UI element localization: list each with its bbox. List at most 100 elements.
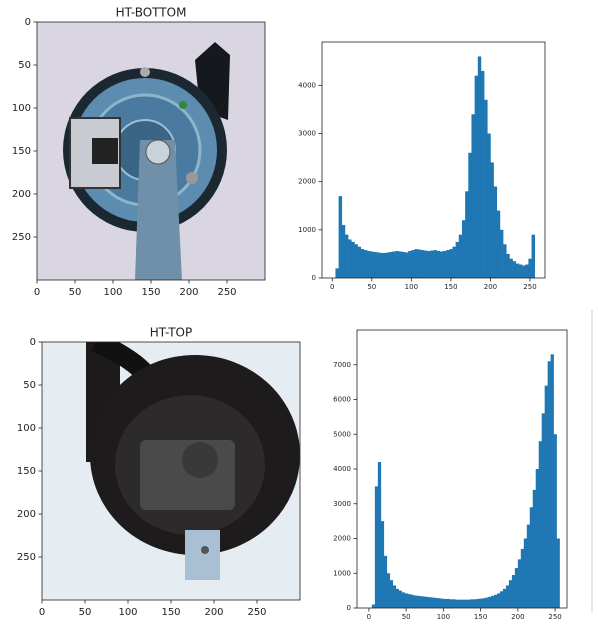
histogram-bar: [414, 249, 418, 278]
histogram-bar: [526, 524, 531, 608]
histogram-bar: [535, 469, 540, 608]
histogram-bar: [455, 599, 459, 608]
histogram-bar: [431, 597, 435, 608]
histogram-bar: [461, 220, 466, 278]
histogram-bar: [553, 434, 557, 608]
histogram-bar: [395, 588, 400, 608]
y-tick-label: 150: [12, 146, 31, 157]
histogram-bar: [547, 361, 551, 608]
histogram-bar: [425, 596, 429, 608]
histogram-bar: [428, 597, 432, 608]
histogram-bar: [420, 250, 425, 278]
histogram-bar: [522, 265, 526, 278]
y-tick-label: 2000: [298, 178, 316, 186]
histogram-bar: [477, 56, 482, 279]
x-tick-label: 50: [69, 287, 82, 298]
histogram-bar: [443, 598, 447, 608]
histogram-bar: [430, 250, 434, 278]
y-tick-label: 150: [17, 466, 36, 477]
histogram-bar: [370, 251, 374, 278]
histogram-bar: [348, 239, 352, 278]
histogram-bar: [436, 251, 441, 278]
x-tick-label: 0: [330, 283, 334, 291]
y-tick-label: 3000: [333, 500, 351, 508]
histogram-bar: [518, 264, 523, 278]
x-tick-label: 100: [103, 287, 122, 298]
x-tick-label: 50: [402, 613, 411, 621]
histogram-bar: [419, 596, 423, 608]
histogram-bar: [499, 229, 504, 278]
histogram-bar: [427, 251, 431, 278]
x-tick-label: 100: [118, 607, 137, 618]
histogram-bar: [529, 507, 534, 608]
y-tick-label: 0: [347, 604, 351, 612]
histogram-bar: [446, 250, 450, 278]
y-tick-label: 1000: [333, 569, 351, 577]
y-tick-label: 5000: [333, 430, 351, 438]
x-tick-label: 150: [474, 613, 487, 621]
histogram-bar: [479, 598, 483, 608]
x-tick-label: 0: [34, 287, 40, 298]
histogram-bar: [401, 592, 405, 608]
histogram-bar: [379, 252, 384, 278]
histogram-bar: [434, 597, 438, 608]
histogram-bar: [360, 249, 365, 278]
histogram-bar: [461, 599, 465, 608]
histogram-bar: [446, 598, 450, 608]
y-tick-label: 0: [30, 337, 36, 348]
histogram-bar: [408, 251, 412, 278]
x-tick-label: 0: [39, 607, 45, 618]
histogram-bar: [410, 594, 414, 608]
histogram-bar: [538, 441, 542, 608]
x-tick-label: 250: [523, 283, 536, 291]
histogram-bar: [363, 250, 368, 278]
x-tick-label: 150: [161, 607, 180, 618]
x-tick-label: 0: [367, 613, 371, 621]
x-tick-label: 150: [444, 283, 457, 291]
histogram-bar: [508, 580, 513, 608]
histogram-bar: [520, 548, 525, 608]
histogram-bar: [416, 595, 420, 608]
x-tick-label: 50: [367, 283, 376, 291]
histogram-bar: [389, 251, 393, 278]
histogram-bar: [455, 241, 460, 278]
histogram-bar: [417, 249, 422, 278]
histogram-bar: [476, 598, 480, 608]
y-tick-label: 6000: [333, 396, 351, 404]
histogram-bar: [544, 385, 548, 608]
x-tick-label: 50: [79, 607, 92, 618]
y-tick-label: 0: [312, 274, 316, 282]
x-tick-label: 200: [179, 287, 198, 298]
y-tick-label: 1000: [298, 226, 316, 234]
histogram-bar: [351, 241, 355, 278]
y-tick-label: 2000: [333, 535, 351, 543]
histogram-bar: [452, 599, 456, 608]
histogram-bar: [449, 249, 453, 278]
histogram-bar: [550, 354, 554, 608]
y-tick-label: 250: [12, 232, 31, 243]
histogram-bar: [514, 568, 519, 608]
histogram-bar: [496, 210, 501, 278]
histogram-bar: [383, 555, 388, 608]
x-tick-label: 200: [484, 283, 497, 291]
histogram-bar: [386, 252, 390, 278]
x-tick-label: 250: [247, 607, 266, 618]
histogram-bar: [525, 264, 529, 278]
histogram-bar: [509, 258, 513, 278]
histogram-bar: [532, 489, 537, 608]
panel-title: HT-TOP: [150, 326, 193, 340]
histogram-bar: [433, 250, 437, 278]
histogram-bar: [541, 413, 545, 608]
histogram-bar: [470, 599, 474, 608]
x-tick-label: 200: [204, 607, 223, 618]
histogram-bar: [471, 114, 475, 278]
histogram-bar: [499, 591, 504, 608]
histogram-bar: [422, 596, 426, 608]
panel-title: HT-BOTTOM: [116, 6, 187, 20]
x-tick-label: 250: [217, 287, 236, 298]
histogram-bar: [407, 594, 411, 608]
histogram-bar: [531, 234, 536, 278]
histogram-bar: [517, 559, 522, 608]
histogram-bar: [354, 244, 358, 278]
histogram-bar: [437, 598, 441, 608]
